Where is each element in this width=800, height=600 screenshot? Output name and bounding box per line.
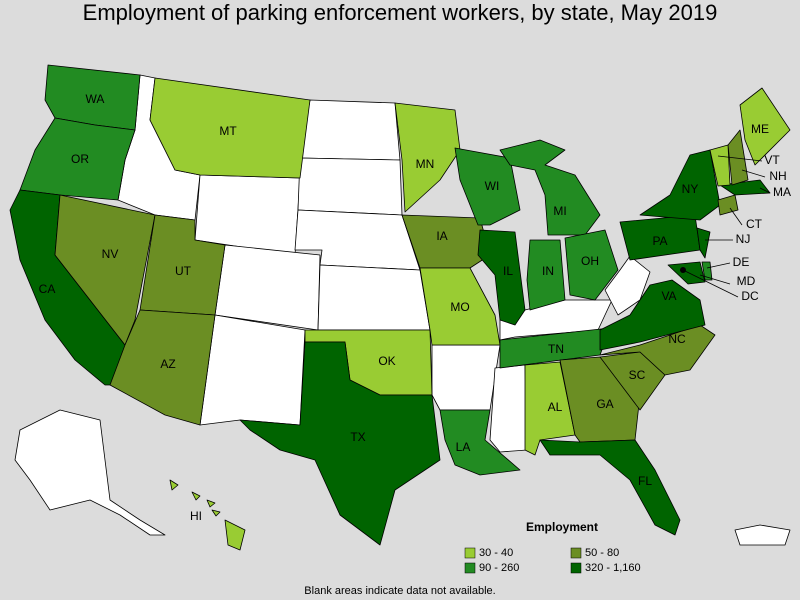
state <box>191 491 201 501</box>
state-label: MO <box>450 300 469 314</box>
state-label: NH <box>769 169 786 183</box>
state-label: MT <box>219 124 237 138</box>
state <box>564 229 619 301</box>
state-label: IL <box>503 264 513 278</box>
state-dot <box>680 267 686 273</box>
state <box>199 314 306 426</box>
state-label: OH <box>581 254 599 268</box>
states: WA OR CA NV UT AZ MT OK TX MN IA MO LA WI MI IL IN OH TN AL… <box>9 64 791 551</box>
legend-label: 320 - 1,160 <box>585 562 641 574</box>
state-label: MN <box>416 157 435 171</box>
state-label: PA <box>652 234 667 248</box>
state <box>297 157 403 216</box>
state-label: OK <box>378 354 395 368</box>
state <box>206 499 216 508</box>
legend-swatch <box>464 547 476 559</box>
title: Employment of parking enforcement worker… <box>83 0 718 25</box>
state <box>439 409 521 476</box>
state-label: ME <box>751 122 769 136</box>
leader-line <box>759 187 771 194</box>
state <box>599 324 716 376</box>
state-label: NC <box>668 332 686 346</box>
state-label: WI <box>485 179 500 193</box>
state <box>211 509 221 517</box>
state <box>667 261 706 285</box>
state <box>401 214 491 269</box>
state <box>539 439 681 536</box>
legend-title: Employment <box>526 520 598 534</box>
state-label: AL <box>548 400 563 414</box>
state <box>696 227 711 259</box>
state-label: DC <box>741 289 759 303</box>
state-label: VA <box>661 289 676 303</box>
state-label: LA <box>456 440 471 454</box>
state-label: GA <box>596 397 613 411</box>
state-label: IA <box>436 229 447 243</box>
footnote: Blank areas indicate data not available. <box>304 585 495 597</box>
state <box>299 99 401 161</box>
state <box>109 309 216 426</box>
leader-lines <box>684 155 771 298</box>
leader-line <box>706 262 731 269</box>
legend-label: 50 - 80 <box>585 547 619 559</box>
state <box>239 341 441 546</box>
state <box>599 279 706 351</box>
state-label: AZ <box>160 357 175 371</box>
state <box>727 129 749 186</box>
state <box>734 524 791 546</box>
state <box>526 239 566 311</box>
legend-label: 30 - 40 <box>479 547 513 559</box>
state-label: IN <box>542 264 554 278</box>
legend-swatch <box>570 562 582 574</box>
legend-label: 90 - 260 <box>479 562 519 574</box>
legend: 30 - 40 50 - 80 90 - 260 320 - 1,160 <box>464 547 641 574</box>
state-label: FL <box>638 474 652 488</box>
state <box>604 255 651 316</box>
state <box>499 139 601 236</box>
state-label: WA <box>86 92 105 106</box>
state <box>639 149 721 221</box>
state-label: DE <box>733 255 750 269</box>
state <box>394 102 461 213</box>
state-label: OR <box>71 152 89 166</box>
state <box>489 364 528 453</box>
state <box>701 261 713 281</box>
state-label: TX <box>350 430 365 444</box>
leader-line <box>741 169 766 178</box>
state <box>477 229 526 326</box>
state-label: HI <box>190 509 202 523</box>
state-label: CT <box>746 217 763 231</box>
state-label: SC <box>629 368 646 382</box>
state-label: NV <box>102 247 119 261</box>
leader-line <box>729 207 743 226</box>
state-label: MD <box>737 274 756 288</box>
state <box>709 144 731 187</box>
state-label: UT <box>175 264 192 278</box>
leader-line <box>717 155 763 162</box>
state <box>169 479 179 491</box>
state-label: VT <box>764 153 780 167</box>
leader-line <box>684 270 739 298</box>
state <box>317 264 431 331</box>
state-label: CA <box>39 282 56 296</box>
legend-swatch <box>464 562 476 574</box>
state <box>739 87 791 166</box>
state-label: NY <box>682 182 699 196</box>
leader-line <box>699 274 731 285</box>
state <box>717 194 739 216</box>
state-label: MA <box>773 185 791 199</box>
state <box>14 409 166 536</box>
legend-swatch <box>570 547 582 559</box>
state-label: MI <box>553 204 566 218</box>
state <box>224 519 246 551</box>
state <box>149 77 311 179</box>
state-label: TN <box>548 342 564 356</box>
state <box>431 344 501 411</box>
state <box>19 117 136 201</box>
state-label: NJ <box>736 232 751 246</box>
